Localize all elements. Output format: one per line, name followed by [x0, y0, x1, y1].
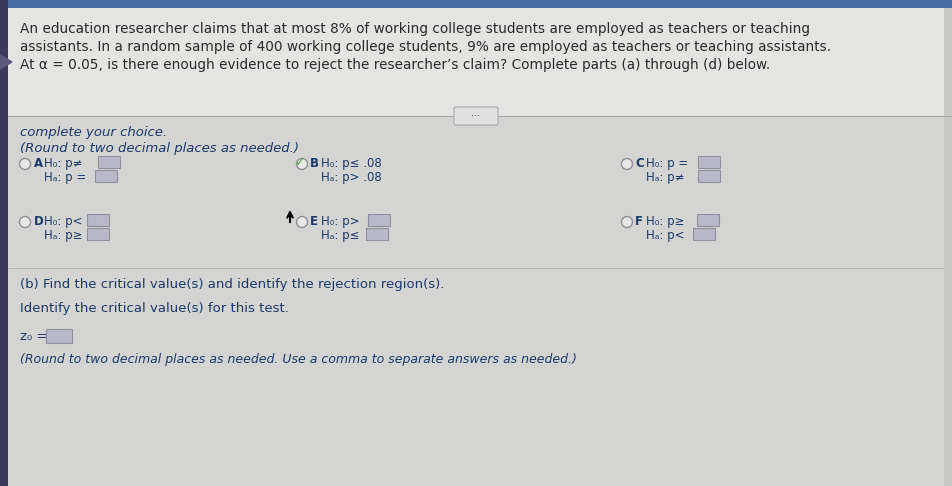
- Text: An education researcher claims that at most 8% of working college students are e: An education researcher claims that at m…: [20, 22, 810, 36]
- Text: Hₐ: p =: Hₐ: p =: [44, 171, 87, 184]
- FancyBboxPatch shape: [0, 8, 952, 116]
- Text: H₀: p≠: H₀: p≠: [44, 157, 83, 170]
- Text: H₀: p≤ .08: H₀: p≤ .08: [321, 157, 382, 170]
- FancyBboxPatch shape: [95, 170, 117, 182]
- Text: A: A: [34, 157, 43, 170]
- Circle shape: [19, 158, 30, 170]
- Text: D: D: [34, 215, 44, 228]
- FancyBboxPatch shape: [698, 156, 720, 168]
- Text: H₀: p>: H₀: p>: [321, 215, 360, 228]
- Text: E: E: [310, 215, 318, 228]
- FancyBboxPatch shape: [698, 170, 720, 182]
- Text: ✓: ✓: [294, 156, 305, 169]
- Text: ···: ···: [471, 111, 481, 121]
- Text: complete your choice.: complete your choice.: [20, 126, 168, 139]
- FancyBboxPatch shape: [87, 228, 109, 240]
- Text: At α = 0.05, is there enough evidence to reject the researcher’s claim? Complete: At α = 0.05, is there enough evidence to…: [20, 58, 770, 72]
- FancyBboxPatch shape: [0, 0, 952, 8]
- Text: F: F: [635, 215, 643, 228]
- Text: H₀: p≥: H₀: p≥: [646, 215, 684, 228]
- Text: B: B: [310, 157, 319, 170]
- FancyBboxPatch shape: [46, 329, 72, 343]
- Text: Identify the critical value(s) for this test.: Identify the critical value(s) for this …: [20, 302, 288, 315]
- Polygon shape: [0, 55, 12, 69]
- Text: (Round to two decimal places as needed.): (Round to two decimal places as needed.): [20, 142, 299, 155]
- FancyBboxPatch shape: [693, 228, 715, 240]
- Text: C: C: [635, 157, 644, 170]
- Circle shape: [296, 158, 307, 170]
- FancyBboxPatch shape: [98, 156, 120, 168]
- Circle shape: [622, 158, 632, 170]
- Circle shape: [19, 216, 30, 227]
- Text: z₀ =: z₀ =: [20, 330, 48, 343]
- FancyBboxPatch shape: [8, 116, 952, 486]
- Text: H₀: p<: H₀: p<: [44, 215, 83, 228]
- FancyBboxPatch shape: [697, 214, 719, 226]
- FancyBboxPatch shape: [944, 8, 952, 486]
- Text: (b) Find the critical value(s) and identify the rejection region(s).: (b) Find the critical value(s) and ident…: [20, 278, 445, 291]
- Text: Hₐ: p≥: Hₐ: p≥: [44, 229, 83, 242]
- Text: assistants. In a random sample of 400 working college students, 9% are employed : assistants. In a random sample of 400 wo…: [20, 40, 831, 54]
- Text: Hₐ: p≤: Hₐ: p≤: [321, 229, 360, 242]
- FancyBboxPatch shape: [0, 0, 8, 486]
- Text: Hₐ: p<: Hₐ: p<: [646, 229, 684, 242]
- Text: Hₐ: p≠: Hₐ: p≠: [646, 171, 684, 184]
- Text: Hₐ: p> .08: Hₐ: p> .08: [321, 171, 382, 184]
- Circle shape: [296, 216, 307, 227]
- Text: (Round to two decimal places as needed. Use a comma to separate answers as neede: (Round to two decimal places as needed. …: [20, 353, 577, 366]
- Text: H₀: p =: H₀: p =: [646, 157, 688, 170]
- FancyBboxPatch shape: [366, 228, 388, 240]
- FancyBboxPatch shape: [454, 107, 498, 125]
- Circle shape: [622, 216, 632, 227]
- FancyBboxPatch shape: [368, 214, 390, 226]
- FancyBboxPatch shape: [87, 214, 109, 226]
